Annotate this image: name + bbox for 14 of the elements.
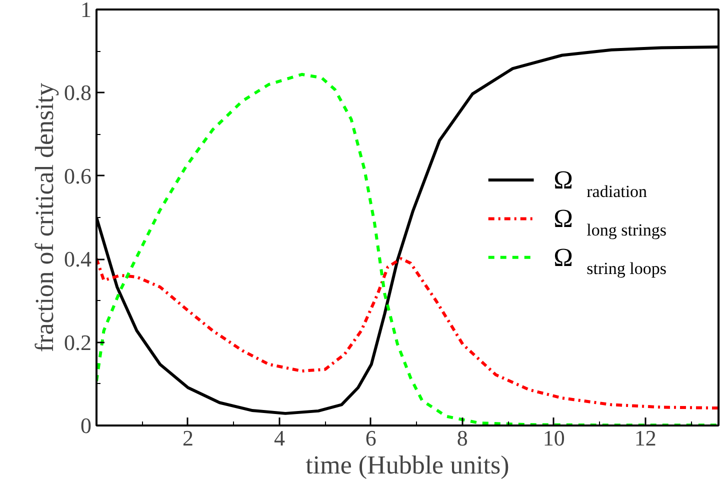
y-axis-title: fraction of critical density [30, 82, 59, 352]
y-tick-label: 0.8 [64, 80, 92, 106]
y-tick-label: 0.2 [64, 330, 92, 355]
x-tick-label: 10 [542, 426, 565, 450]
x-tick-label: 2 [182, 426, 194, 450]
y-tick-label: 0.4 [64, 246, 92, 272]
x-axis-title: time (Hubble units) [306, 450, 510, 480]
y-tick-label: 1 [80, 0, 92, 22]
y-tick-label: 0.6 [64, 163, 92, 188]
y-tick-label: 0 [80, 413, 92, 438]
x-tick-label: 4 [274, 426, 285, 450]
x-tick-label: 6 [365, 426, 376, 450]
x-tick-label: 12 [634, 426, 656, 450]
x-tick-label: 8 [456, 426, 468, 450]
